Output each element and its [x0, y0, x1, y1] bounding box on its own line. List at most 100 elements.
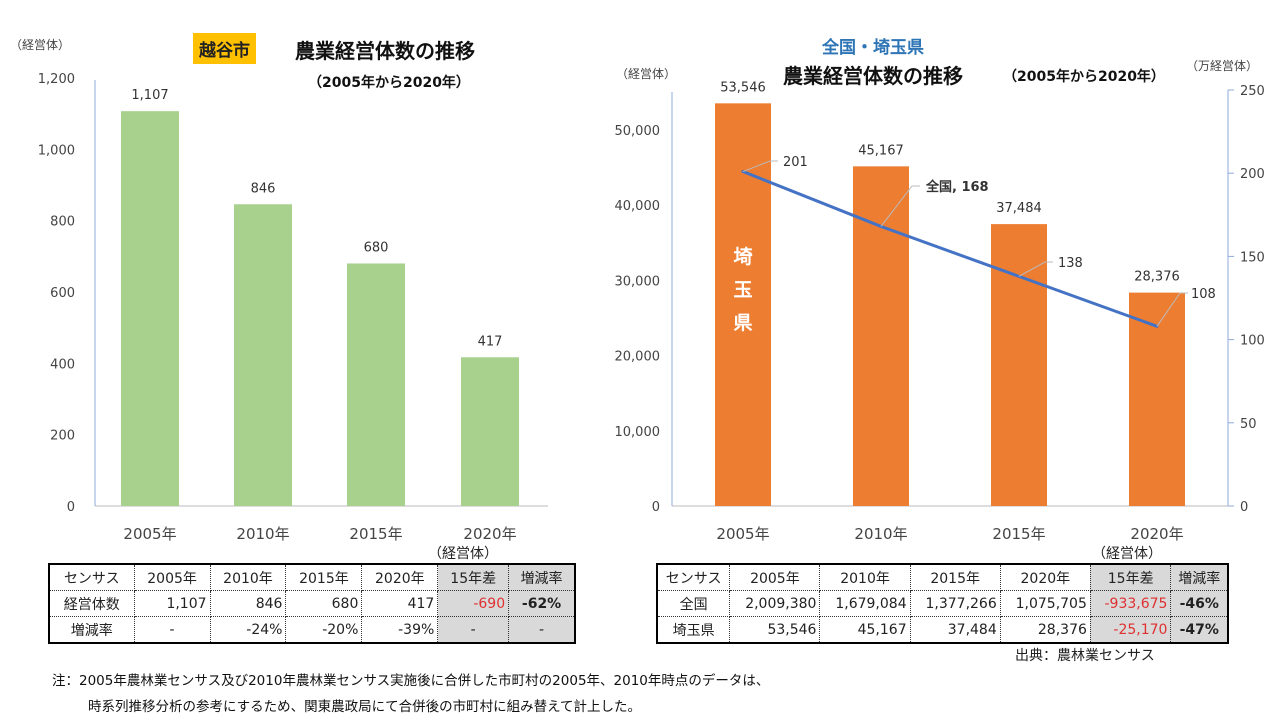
left-y-tick-label: 800 — [50, 215, 75, 230]
left-x-tick-label: 2015年 — [349, 525, 402, 543]
table-cell: - — [508, 616, 576, 644]
left-y-axis-unit: （経営体） — [10, 38, 71, 52]
right-chart-subtitle: （2005年から2020年） — [1003, 69, 1165, 85]
header-cell: 2005年 — [729, 563, 821, 591]
table-cell: -39% — [361, 616, 439, 644]
line-label-leader — [880, 185, 920, 227]
table-cell: 680 — [285, 590, 363, 617]
right-y-axis-unit-right: （万経営体） — [1186, 59, 1259, 73]
table-cell: 1,377,266 — [909, 590, 1001, 617]
footnote-line-1: 注：2005年農林業センサス及び2010年農林業センサス実施後に合併した市町村の… — [52, 673, 770, 689]
table-cell: -24% — [209, 616, 287, 644]
table-cell: 846 — [209, 590, 287, 617]
right-chart-title-top: 全国・埼玉県 — [822, 38, 924, 58]
header-cell: 15年差 — [1089, 563, 1172, 591]
table-cell: 37,484 — [909, 616, 1001, 644]
right-table-unit: （経営体） — [1092, 546, 1162, 562]
header-cell: センサス — [48, 563, 135, 591]
city-badge: 越谷市 — [193, 33, 256, 64]
right-x-tick-label: 2015年 — [992, 525, 1045, 543]
national-line-data-label: 138 — [1058, 256, 1083, 271]
right-left-y-tick-label: 0 — [652, 500, 660, 515]
table-header-row: センサス 2005年 2010年 2015年 2020年 15年差 増減率 — [656, 563, 1229, 591]
table-cell: -62% — [508, 590, 576, 617]
right-right-y-tick-label: 200 — [1240, 167, 1265, 182]
table-cell: -690 — [437, 590, 510, 617]
table-row: 埼玉県 53,546 45,167 37,484 28,376 -25,170 -47% — [656, 616, 1229, 644]
table-cell: -46% — [1170, 590, 1229, 617]
table-cell: 417 — [361, 590, 439, 617]
header-cell: センサス — [656, 563, 731, 591]
table-cell: - — [133, 616, 211, 644]
left-bar-data-label: 846 — [251, 181, 276, 196]
table-row: 全国 2,009,380 1,679,084 1,377,266 1,075,705 -9… — [656, 590, 1229, 617]
header-cell: 2005年 — [133, 563, 211, 591]
table-cell: 53,546 — [729, 616, 821, 644]
right-bar — [991, 224, 1047, 507]
table-cell: -20% — [285, 616, 363, 644]
right-y-axis-unit-left: （経営体） — [616, 67, 677, 81]
right-x-tick-label: 2005年 — [716, 525, 769, 543]
table-header-row: センサス 2005年 2010年 2015年 2020年 15年差 増減率 — [48, 563, 576, 591]
left-y-tick-label: 200 — [50, 429, 75, 444]
right-bar-data-label: 53,546 — [720, 80, 766, 95]
table-cell: 2,009,380 — [729, 590, 821, 617]
left-table-unit: （経営体） — [428, 546, 498, 562]
table-cell: 1,107 — [133, 590, 211, 617]
left-y-tick-label: 1,200 — [38, 72, 75, 87]
header-cell: 2010年 — [819, 563, 911, 591]
right-left-y-tick-label: 10,000 — [615, 425, 661, 440]
header-cell: 2015年 — [909, 563, 1001, 591]
left-bar — [461, 357, 519, 506]
right-left-y-tick-label: 40,000 — [615, 199, 661, 214]
table-cell: -25,170 — [1089, 616, 1172, 644]
right-right-y-tick-label: 100 — [1240, 334, 1265, 349]
left-x-tick-label: 2020年 — [463, 525, 516, 543]
left-chart-title: 農業経営体数の推移 — [295, 39, 475, 63]
bar-series-name-char: 県 — [733, 312, 752, 334]
right-right-y-tick-label: 250 — [1240, 84, 1265, 99]
left-x-tick-label: 2010年 — [236, 525, 289, 543]
table-cell: 45,167 — [819, 616, 911, 644]
left-bar-data-label: 680 — [364, 240, 389, 255]
national-line-data-label: 201 — [783, 155, 808, 170]
left-bar-data-label: 1,107 — [131, 88, 168, 103]
line-label-leader — [742, 160, 778, 173]
left-x-tick-label: 2005年 — [123, 525, 176, 543]
header-cell: 15年差 — [437, 563, 510, 591]
header-cell: 2020年 — [361, 563, 439, 591]
table-cell: 全国 — [656, 590, 731, 617]
right-right-y-tick-label: 150 — [1240, 250, 1265, 265]
left-bar — [234, 204, 292, 506]
header-cell: 2020年 — [999, 563, 1091, 591]
right-bar — [1129, 292, 1185, 506]
bar-series-name-char: 埼 — [733, 245, 752, 268]
right-bar-data-label: 45,167 — [858, 143, 904, 158]
table-cell: 1,679,084 — [819, 590, 911, 617]
table-row: 経営体数 1,107 846 680 417 -690 -62% — [48, 590, 576, 617]
left-census-table: センサス 2005年 2010年 2015年 2020年 15年差 増減率 経営体数 1,107… — [48, 563, 576, 644]
table-row: 増減率 - -24% -20% -39% - - — [48, 616, 576, 644]
right-x-tick-label: 2020年 — [1130, 525, 1183, 543]
left-bar — [121, 111, 179, 507]
right-bar-data-label: 28,376 — [1134, 270, 1180, 285]
footnote-line-2: 時系列推移分析の参考にするため、関東農政局にて合併後の市町村に組み替えて計上した… — [88, 699, 641, 715]
left-chart-subtitle: （2005年から2020年） — [308, 75, 470, 91]
table-cell: 経営体数 — [48, 590, 135, 617]
national-line-data-label: 全国, 168 — [925, 179, 989, 195]
national-line — [742, 170, 1158, 328]
right-x-tick-label: 2010年 — [854, 525, 907, 543]
left-bar-data-label: 417 — [478, 334, 503, 349]
national-line-data-label: 108 — [1191, 287, 1216, 302]
table-cell: 埼玉県 — [656, 616, 731, 644]
table-cell: 増減率 — [48, 616, 135, 644]
header-cell: 増減率 — [508, 563, 576, 591]
table-cell: 28,376 — [999, 616, 1091, 644]
table-cell: 1,075,705 — [999, 590, 1091, 617]
right-left-y-tick-label: 30,000 — [615, 274, 661, 289]
left-y-tick-label: 0 — [67, 500, 75, 515]
left-bar — [347, 263, 405, 506]
header-cell: 増減率 — [1170, 563, 1229, 591]
